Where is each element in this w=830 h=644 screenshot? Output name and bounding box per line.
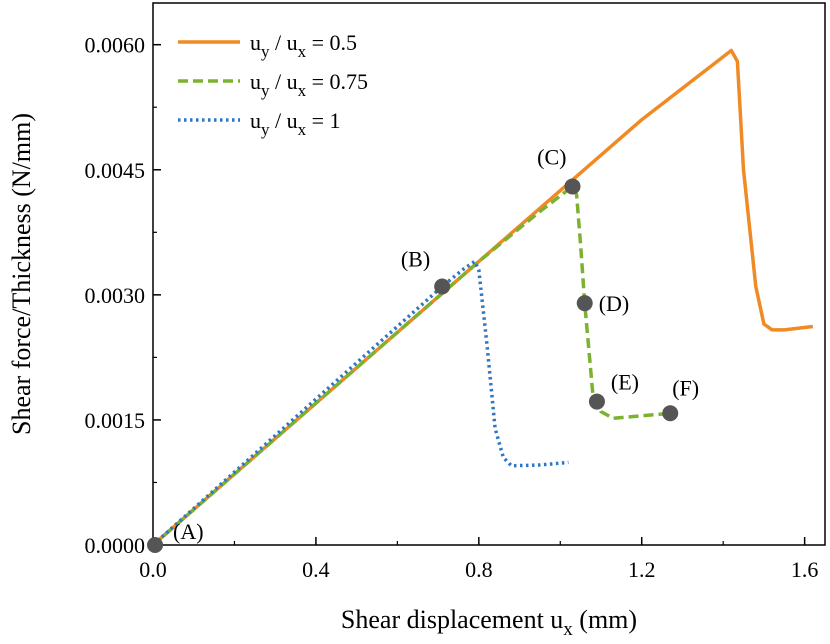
series-line-3 (151, 259, 569, 547)
x-tick-label: 1.2 (628, 557, 656, 582)
point-marker (147, 537, 164, 553)
point-label: (C) (537, 144, 566, 169)
point-label: (E) (611, 370, 639, 395)
point-label: (D) (599, 291, 630, 316)
legend-label: uy / ux = 0.5 (250, 30, 357, 61)
y-tick-label: 0.0030 (85, 283, 146, 308)
legend-label: uy / ux = 0.75 (250, 69, 368, 100)
y-axis-title: Shear force/Thickness (N/mm) (7, 113, 36, 435)
y-tick-label: 0.0060 (85, 33, 146, 58)
axis-ticks: 0.0 0.4 0.8 1.2 1.6 0.0000 0.0015 0.0030 0.0045 0… (85, 33, 819, 582)
x-axis-title-sub: x (563, 619, 573, 640)
x-axis-title: Shear displacement ux (mm) (341, 605, 637, 640)
series-line-2 (151, 184, 671, 547)
point-marker (588, 393, 605, 410)
point-label: (F) (672, 375, 699, 400)
legend-label: uy / ux = 1 (250, 108, 341, 139)
plot-area-frame (152, 2, 826, 546)
point-marker (576, 295, 593, 312)
point-marker (564, 178, 581, 195)
point-label: (B) (401, 247, 430, 272)
point-marker (434, 278, 451, 295)
y-tick-label: 0.0045 (85, 158, 146, 183)
x-axis-title-main: Shear displacement u (341, 605, 563, 634)
points-layer: (A) (B) (C) (D) (E) (F) (147, 144, 699, 553)
x-tick-label: 0.4 (302, 557, 330, 582)
point-label: (A) (173, 519, 204, 544)
x-tick-label: 0.0 (139, 557, 167, 582)
point-marker (662, 405, 679, 422)
y-tick-label: 0.0015 (85, 408, 146, 433)
x-axis-title-unit: (mm) (573, 605, 637, 634)
legend: uy / ux = 0.5 uy / ux = 0.75 uy / ux = 1 (178, 30, 368, 139)
y-tick-label: 0.0000 (85, 533, 146, 558)
x-tick-label: 0.8 (465, 557, 493, 582)
series-layer (151, 48, 814, 547)
x-tick-label: 1.6 (791, 557, 819, 582)
